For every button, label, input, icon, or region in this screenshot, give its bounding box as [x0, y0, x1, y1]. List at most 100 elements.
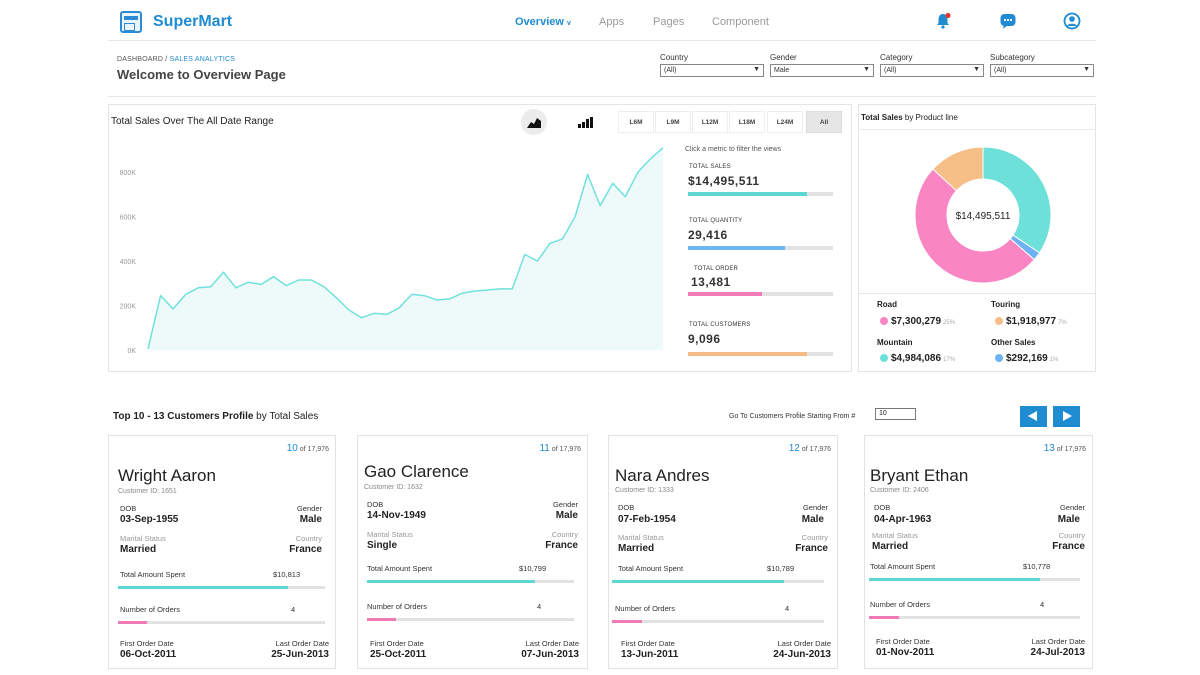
legend-pct: 17%	[943, 357, 956, 363]
rank-total: of 17,976	[799, 446, 831, 453]
breadcrumb-current[interactable]: SALES ANALYTICS	[169, 56, 236, 63]
dob-value: 03-Sep-1955	[120, 514, 179, 525]
last-order-value: 24-Jun-2013	[773, 649, 831, 660]
range-l6m-button[interactable]: L6M	[618, 111, 654, 133]
customers-title-bold: Top 10 - 13 Customers Profile	[113, 411, 254, 422]
dob-label: DOB	[874, 503, 891, 512]
arrow-left-icon	[1028, 411, 1037, 421]
product-line-donut[interactable]: $14,495,511	[908, 140, 1058, 290]
sales-line	[147, 147, 664, 350]
first-order-label: First Order Date	[370, 639, 424, 648]
spent-bar-fill	[118, 586, 288, 589]
nav-pages[interactable]: Pages	[653, 16, 685, 28]
marital-value: Single	[367, 540, 398, 551]
orders-bar-fill	[367, 618, 396, 621]
rank-number: 10	[286, 443, 298, 454]
first-order-value: 06-Oct-2011	[120, 649, 177, 660]
gender-label: Gender	[802, 503, 828, 512]
total-spent-label: Total Amount Spent	[870, 562, 936, 571]
customer-rank: 13 of 17,976	[1044, 443, 1086, 454]
range-l12m-button[interactable]: L12M	[692, 111, 728, 133]
metric-value: 9,096	[688, 332, 721, 346]
filter-subcategory-select[interactable]: (All) ▼	[990, 64, 1094, 77]
total-spent-value: $10,813	[273, 570, 301, 579]
total-spent-label: Total Amount Spent	[120, 570, 186, 579]
sales-chart-title: Total Sales Over The All Date Range	[111, 116, 274, 127]
dropdown-arrow-icon: ▼	[863, 66, 870, 73]
customer-card[interactable]: 12 of 17,976 Nara Andres Customer ID: 13…	[608, 435, 838, 669]
last-order-label: Last Order Date	[1031, 637, 1085, 646]
chat-icon[interactable]	[999, 12, 1017, 30]
goto-label: Go To Customers Profile Starting From #	[729, 413, 856, 420]
orders-label: Number of Orders	[120, 605, 181, 614]
range-all-button[interactable]: All	[806, 111, 842, 133]
supermart-logo-icon[interactable]	[120, 11, 142, 33]
nav-overview[interactable]: Overview v	[515, 16, 571, 28]
marital-label: Marital Status	[120, 534, 166, 543]
customer-rank: 12 of 17,976	[789, 443, 831, 454]
customer-rank: 10 of 17,976	[287, 443, 329, 454]
filter-gender-select[interactable]: Male ▼	[770, 64, 874, 77]
customer-name: Nara Andres	[615, 466, 710, 485]
rank-total: of 17,976	[549, 446, 581, 453]
filter-country-select[interactable]: (All) ▼	[660, 64, 764, 77]
gender-label: Gender	[552, 500, 578, 509]
customer-id: Customer ID: 1632	[364, 484, 423, 491]
rank-number: 12	[788, 443, 800, 454]
customer-id: Customer ID: 2406	[870, 487, 929, 494]
area-chart-toggle[interactable]	[521, 109, 547, 135]
app-name[interactable]: SuperMart	[153, 13, 233, 30]
sales-area-chart[interactable]: 0K 200K 400K 600K 800K	[110, 140, 680, 365]
first-order-value: 01-Nov-2011	[876, 647, 935, 658]
customer-name: Gao Clarence	[364, 462, 469, 481]
next-page-button[interactable]	[1053, 406, 1080, 427]
legend-pct: 7%	[1058, 320, 1067, 326]
filter-country-label: Country	[660, 53, 689, 62]
goto-start-input[interactable]: 10	[875, 408, 916, 420]
bar-chart-toggle[interactable]	[572, 109, 598, 135]
orders-label: Number of Orders	[615, 604, 676, 613]
donut-slice-touring[interactable]	[932, 146, 984, 192]
orders-value: 4	[537, 602, 542, 611]
last-order-value: 24-Jul-2013	[1030, 647, 1085, 658]
donut-slice-mountain[interactable]	[982, 146, 1052, 254]
customer-id: Customer ID: 1333	[615, 487, 674, 494]
first-order-label: First Order Date	[876, 637, 930, 646]
donut-slice-road[interactable]	[914, 168, 1035, 284]
customer-card[interactable]: 11 of 17,976 Gao Clarence Customer ID: 1…	[357, 435, 588, 669]
filter-category-select[interactable]: (All) ▼	[880, 64, 984, 77]
marital-value: Married	[872, 541, 909, 552]
nav-component[interactable]: Component	[712, 16, 769, 28]
metrics-hint: Click a metric to filter the views	[685, 146, 782, 153]
nav-apps[interactable]: Apps	[599, 16, 625, 28]
legend-dot	[880, 317, 888, 325]
metric-value: 13,481	[691, 275, 731, 289]
y-tick-label: 400K	[120, 259, 137, 266]
legend-value-row: $4,984,086 17%	[880, 353, 955, 364]
legend-value-row: $292,169 1%	[995, 353, 1058, 364]
bar-chart-icon	[578, 117, 593, 128]
breadcrumb-root[interactable]: DASHBOARD /	[117, 56, 168, 63]
range-l24m-button[interactable]: L24M	[767, 111, 803, 133]
chevron-down-icon: v	[566, 20, 571, 27]
donut-center-value: $14,495,511	[956, 211, 1011, 222]
country-value: France	[795, 543, 828, 554]
last-order-value: 25-Jun-2013	[271, 649, 329, 660]
range-l18m-button[interactable]: L18M	[729, 111, 765, 133]
dropdown-arrow-icon: ▼	[753, 66, 760, 73]
arrow-right-icon	[1063, 411, 1072, 421]
country-label: Country	[295, 534, 322, 543]
spent-bar-fill	[367, 580, 535, 583]
customer-card[interactable]: 13 of 17,976 Bryant Ethan Customer ID: 2…	[864, 435, 1093, 669]
marital-value: Married	[120, 544, 157, 555]
metric-label: TOTAL SALES	[689, 164, 731, 170]
previous-page-button[interactable]	[1020, 406, 1047, 427]
orders-label: Number of Orders	[870, 600, 931, 609]
total-spent-value: $10,778	[1023, 562, 1051, 571]
range-l9m-button[interactable]: L9M	[655, 111, 691, 133]
filter-gender-value: Male	[774, 67, 790, 74]
user-profile-icon[interactable]	[1063, 12, 1081, 30]
bell-notification-icon[interactable]	[934, 12, 952, 30]
customer-card[interactable]: 10 of 17,976 Wright Aaron Customer ID: 1…	[108, 435, 336, 669]
divider	[108, 96, 1096, 97]
